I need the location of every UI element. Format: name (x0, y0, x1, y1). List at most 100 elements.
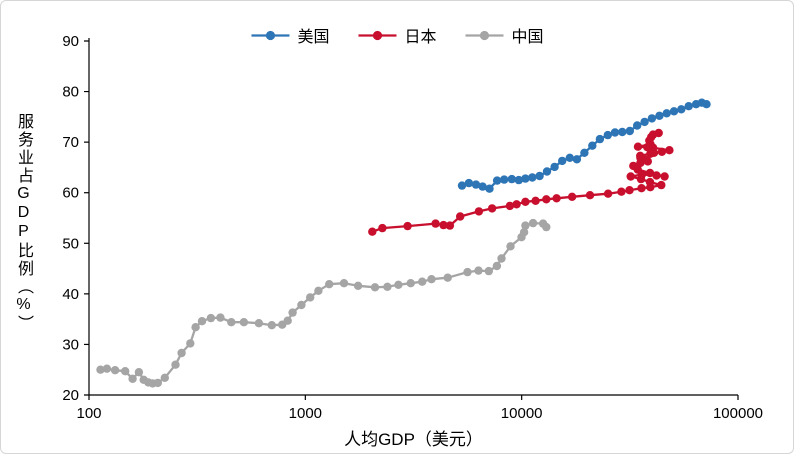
data-point (618, 127, 627, 137)
data-point (702, 100, 711, 109)
data-point (585, 191, 595, 200)
data-point (629, 161, 638, 171)
data-point (177, 348, 186, 358)
data-point (662, 109, 671, 118)
data-point (439, 220, 448, 230)
data-point (186, 339, 195, 348)
data-point (505, 201, 515, 211)
series-1 (368, 128, 674, 236)
data-point (542, 167, 552, 176)
data-point (528, 173, 537, 182)
y-tick-label: 20 (62, 387, 79, 404)
data-point (427, 275, 436, 284)
data-point (288, 308, 297, 317)
x-tick-label: 1000 (289, 405, 322, 422)
data-point (418, 277, 427, 286)
data-point (368, 227, 377, 236)
data-point (655, 111, 664, 121)
data-point (500, 175, 509, 184)
data-point (595, 134, 605, 144)
data-point (443, 273, 452, 282)
data-point (497, 254, 506, 263)
data-point (507, 174, 516, 184)
data-point (519, 228, 529, 237)
series-2 (96, 218, 551, 388)
data-point (645, 177, 655, 187)
data-point (512, 200, 521, 209)
data-point (471, 180, 481, 189)
data-point (567, 192, 577, 201)
data-point (657, 180, 666, 190)
data-point (647, 114, 657, 123)
data-point (128, 374, 137, 383)
data-point (267, 321, 276, 330)
data-point (542, 195, 551, 204)
y-tick-label: 60 (62, 185, 79, 202)
y-tick-label: 80 (62, 84, 79, 101)
data-point (640, 117, 649, 127)
data-point (96, 365, 105, 374)
legend-item-us: 美国 (250, 23, 329, 47)
data-point (558, 156, 567, 166)
data-point (521, 174, 530, 183)
data-point (456, 212, 465, 221)
data-point (474, 266, 483, 275)
y-tick-label: 40 (62, 286, 79, 303)
series-0 (457, 98, 711, 193)
data-point (134, 368, 144, 377)
legend-item-japan: 日本 (357, 23, 437, 47)
data-point (121, 367, 130, 376)
y-tick-label: 90 (62, 33, 79, 50)
data-point (171, 360, 180, 369)
data-point (383, 282, 392, 291)
data-point (580, 148, 589, 157)
data-point (457, 181, 467, 190)
data-point (197, 317, 207, 326)
data-point (521, 221, 530, 230)
data-point (665, 146, 674, 155)
data-point (406, 279, 415, 288)
data-point (531, 196, 540, 205)
legend: 美国 日本 中国 (250, 23, 544, 47)
data-point (102, 364, 112, 373)
legend-item-china: 中国 (465, 23, 544, 47)
data-point (657, 147, 667, 156)
data-point (633, 121, 642, 130)
y-axis-title: 服务业占GDP比例（%） (15, 113, 32, 333)
legend-label-us: 美国 (297, 29, 330, 46)
tick-labels: 20 30 40 50 60 70 80 90 100 1000 10000 100000 (62, 33, 763, 422)
data-point (514, 175, 523, 185)
legend-marker-china (465, 30, 504, 40)
y-tick-label: 50 (62, 235, 79, 252)
data-point (660, 172, 669, 181)
legend-marker-japan (358, 30, 397, 40)
data-point (153, 378, 162, 388)
legend-marker-us (251, 30, 290, 40)
data-point (485, 184, 494, 193)
x-tick-label: 10000 (501, 405, 543, 422)
data-point (160, 373, 169, 382)
legend-label-china: 中国 (511, 29, 544, 46)
data-point (603, 189, 613, 198)
data-point (353, 281, 363, 290)
data-point (239, 318, 249, 327)
x-axis-title: 人均GDP（美元） (344, 430, 483, 449)
data-point (492, 176, 502, 185)
data-point (378, 223, 387, 233)
data-point (487, 204, 497, 213)
data-point (464, 178, 474, 188)
data-point (297, 300, 306, 310)
data-point (506, 242, 515, 251)
data-point (339, 279, 349, 288)
data-point (637, 184, 646, 193)
data-point (542, 222, 551, 232)
data-point (625, 126, 634, 136)
data-point (206, 313, 216, 323)
data-point (610, 128, 620, 137)
legend-label-japan: 日本 (404, 29, 437, 46)
data-point (603, 130, 612, 140)
series-line-2 (99, 221, 548, 385)
data-point (528, 218, 538, 228)
axes (84, 38, 739, 400)
